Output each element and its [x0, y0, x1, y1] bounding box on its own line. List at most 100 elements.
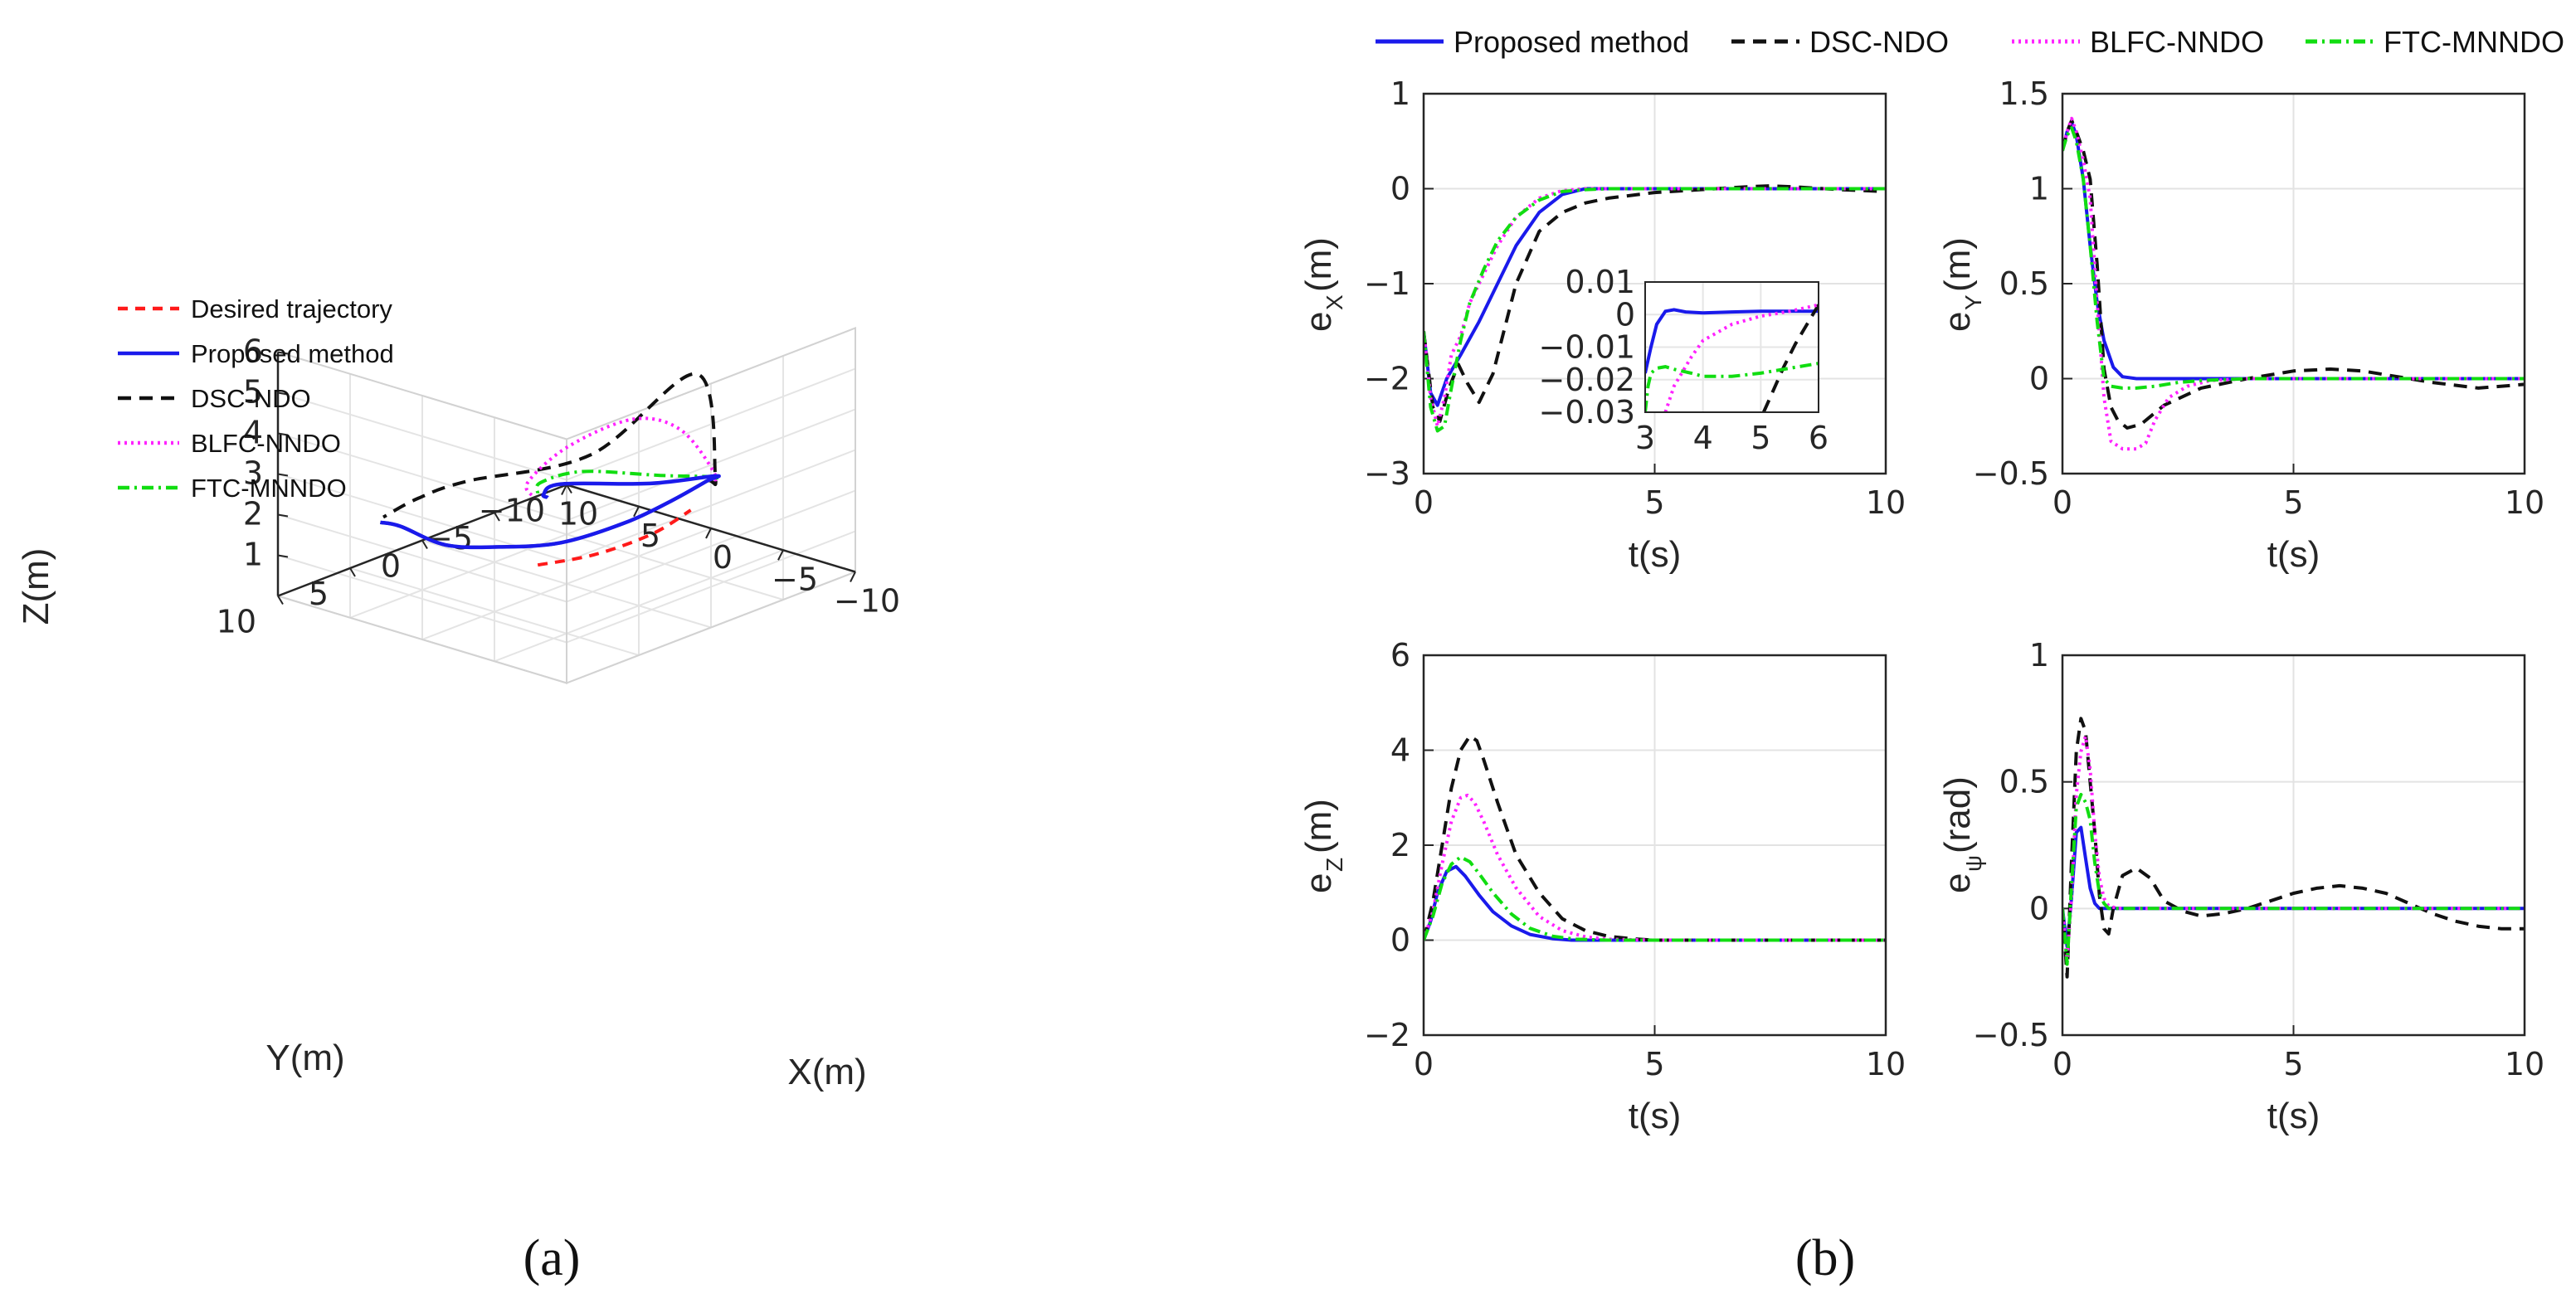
legend-label-blfc: BLFC-NNDO [2090, 25, 2264, 59]
inset-series-line-proposed [1645, 308, 1819, 374]
legend-label-desired: Desired trajectory [191, 294, 392, 323]
y-label-subscript: X [1322, 294, 1347, 310]
y-label-main: e [1298, 312, 1339, 332]
x-tick-label: 10 [558, 496, 598, 532]
y-axis-label: eY (m) [1937, 237, 1986, 332]
wall-gridline [566, 367, 856, 481]
plot-frame [2061, 92, 2526, 475]
series-line-blfc [2062, 116, 2525, 451]
wall-gridline [566, 408, 856, 522]
legend-label-proposed: Proposed method [191, 339, 394, 368]
inset-series-group [1645, 303, 1819, 412]
plot-frame [2061, 654, 2526, 1037]
z-axis-label: Z(m) [16, 548, 56, 625]
x-axis-label: t(s) [2267, 1096, 2320, 1136]
ey-subplot: 0 5 10−0.500.511.5t(s)eY(m) [1937, 75, 2544, 575]
series-group [1424, 734, 1886, 942]
wall-gridline [277, 513, 567, 603]
epsi-subplot: 0 5 10−0.500.51t(s)eψ(rad) [1937, 637, 2544, 1136]
y-axis-label: eX (m) [1298, 237, 1347, 332]
x-axis-label: t(s) [1629, 534, 1682, 575]
y-tick-mark [566, 484, 572, 494]
x-tick-label: 10 [1866, 1046, 1906, 1082]
x-tick-mark [633, 506, 640, 518]
y-label-subscript: ψ [1960, 855, 1986, 872]
x-axis-label: t(s) [2267, 534, 2320, 575]
y-axis-label: eZ (m) [1298, 799, 1347, 893]
wall-gridline [277, 432, 567, 522]
y-tick-label: 1 [1390, 75, 1410, 112]
wall-gridline [277, 554, 567, 644]
z-tick-label: 1 [243, 537, 263, 573]
plot-frame [1422, 92, 1887, 475]
series-line-dsc [1424, 734, 1886, 942]
series-group [2062, 116, 2525, 451]
series-line-dsc [2062, 717, 2525, 979]
trajectory-ftc [380, 469, 720, 549]
legend-label-proposed: Proposed method [1454, 25, 1689, 59]
x-axis-label: X(m) [787, 1052, 866, 1092]
x-tick-label: 5 [1644, 484, 1664, 521]
inset-y-tick-label: 0 [1615, 296, 1635, 333]
wall-gridline [277, 391, 567, 481]
z-tick-label: 5 [243, 374, 263, 411]
y-tick-label: 0 [2029, 890, 2049, 926]
inset-y-tick-label: −0.03 [1539, 394, 1635, 430]
series-line-ftc [2062, 792, 2525, 966]
z-tick-label: 6 [243, 333, 263, 370]
x-tick-label: −10 [834, 583, 900, 620]
z-tick-mark [277, 391, 289, 396]
inset-x-tick-label: 4 [1693, 420, 1713, 456]
y-tick-label: 1.5 [1999, 75, 2049, 112]
inset-x-tick-label: 5 [1751, 420, 1770, 456]
y-label-unit: (m) [1937, 237, 1978, 292]
series-line-ftc [2062, 126, 2525, 390]
wall-gridline [566, 449, 856, 562]
y-tick-mark [349, 567, 356, 577]
x-tick-label: 5 [640, 518, 660, 554]
trajectory-proposed [380, 474, 721, 550]
series-line-ftc [1424, 855, 1886, 942]
y-label-unit: (rad) [1937, 776, 1978, 853]
y-tick-label: −0.5 [1973, 1017, 2049, 1053]
wall-gridline [566, 489, 856, 603]
caption-b: (b) [1795, 1230, 1855, 1286]
x-tick-label: 0 [713, 539, 733, 576]
x-tick-label: 0 [2053, 484, 2072, 521]
x-tick-label: 5 [2283, 484, 2303, 521]
z-tick-mark [277, 473, 289, 477]
y-tick-label: −10 [479, 493, 545, 529]
ex-inset: 3 4 5 6 0.010−0.01−0.02−0.03 [1539, 264, 1829, 456]
x-tick-label: 10 [2505, 484, 2544, 521]
trajectory-desired [537, 508, 692, 567]
y-tick-label: 0 [381, 548, 401, 585]
y-tick-label: 0 [2029, 361, 2049, 397]
y-tick-label: −2 [1364, 1017, 1410, 1053]
plot-frame [1422, 654, 1887, 1037]
y-tick-label: 1 [2029, 637, 2049, 673]
y-tick-label: 2 [1390, 827, 1410, 863]
legend-label-blfc: BLFC-NNDO [191, 429, 341, 458]
y-tick-mark [277, 595, 284, 605]
legend-label-ftc: FTC-MNNDO [191, 474, 347, 503]
inset-series-line-ftc [1645, 362, 1819, 412]
x-tick-label: 0 [1414, 484, 1434, 521]
x-tick-mark [850, 571, 856, 582]
z-tick-mark [277, 351, 289, 355]
y-tick-mark [421, 539, 428, 550]
z-tick-label: 3 [243, 455, 263, 492]
trajectory-legend: Desired trajectory Proposed method DSC-NDO… [118, 294, 394, 503]
y-tick-label: −1 [1364, 265, 1410, 302]
y-tick-label: 5 [309, 576, 329, 612]
x-tick-label: −5 [772, 561, 818, 597]
back-wall-y [566, 327, 856, 684]
y-tick-label: 10 [217, 604, 256, 640]
series-group [2062, 717, 2525, 979]
x-tick-label: 0 [2053, 1046, 2072, 1082]
z-tick-label: 4 [243, 415, 263, 451]
z-tick-mark [277, 554, 289, 558]
y-tick-label: 4 [1390, 732, 1410, 769]
y-tick-mark [494, 512, 500, 522]
